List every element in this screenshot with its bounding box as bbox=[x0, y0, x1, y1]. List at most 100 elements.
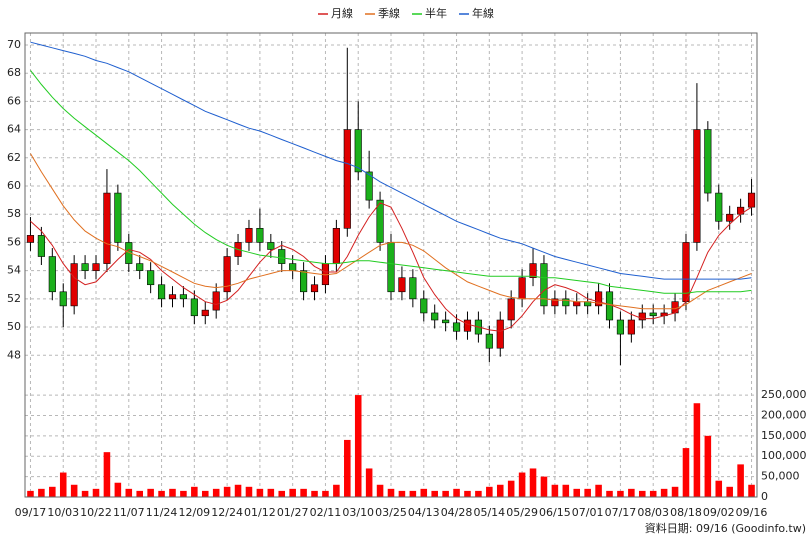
volume-bar bbox=[70, 484, 78, 497]
candle-body bbox=[37, 235, 45, 257]
volume-bar bbox=[147, 488, 154, 497]
volume-bar bbox=[245, 486, 253, 497]
volume-bar bbox=[562, 484, 570, 497]
candle-body bbox=[595, 291, 603, 307]
candle-body bbox=[223, 256, 231, 293]
volume-bar bbox=[475, 490, 482, 497]
candle-body bbox=[278, 249, 286, 264]
candle-body bbox=[693, 129, 701, 243]
x-tick-label: 10/22 bbox=[80, 506, 112, 519]
volume-bar bbox=[617, 490, 624, 497]
volume-bar bbox=[59, 472, 67, 497]
candle-body bbox=[81, 263, 89, 271]
candle-body bbox=[747, 192, 756, 208]
candle-body bbox=[485, 333, 493, 349]
candle-body bbox=[343, 129, 351, 229]
legend-label: 月線 bbox=[331, 6, 353, 20]
volume-bar bbox=[114, 482, 122, 497]
volume-bar bbox=[278, 490, 286, 497]
y-tick-label: 62 bbox=[7, 151, 21, 164]
x-tick-label: 11/07 bbox=[113, 506, 145, 519]
volume-tick-label: 250,000 bbox=[761, 388, 807, 401]
volume-bar bbox=[38, 488, 45, 497]
x-tick-label: 04/28 bbox=[441, 506, 473, 519]
ma-line bbox=[30, 202, 752, 332]
candle-body bbox=[616, 319, 625, 335]
candle-body bbox=[300, 270, 308, 293]
volume-bar bbox=[573, 488, 581, 497]
candle-body bbox=[529, 263, 537, 278]
volume-bar bbox=[234, 484, 242, 497]
x-tick-label: 09/02 bbox=[703, 506, 735, 519]
x-tick-label: 12/24 bbox=[211, 506, 243, 519]
candle-body bbox=[354, 129, 362, 173]
candle-body bbox=[442, 319, 450, 324]
y-tick-label: 48 bbox=[7, 348, 21, 361]
legend: 月線 季線 半年 年線 bbox=[318, 6, 494, 20]
candle-body bbox=[496, 319, 504, 349]
volume-bar bbox=[191, 486, 198, 497]
volume-bar bbox=[639, 490, 646, 497]
candle-body bbox=[92, 263, 100, 271]
candle-body bbox=[103, 192, 111, 264]
volume-tick-label: 0 bbox=[761, 490, 768, 503]
volume-bar bbox=[322, 490, 329, 497]
candle-body bbox=[114, 192, 122, 243]
x-tick-label: 10/03 bbox=[47, 506, 79, 519]
volume-bar bbox=[92, 488, 100, 497]
volume-bar bbox=[453, 488, 460, 497]
volume-bar bbox=[464, 490, 471, 497]
volume-bar bbox=[540, 476, 548, 497]
candle-body bbox=[627, 319, 635, 335]
y-tick-label: 52 bbox=[7, 292, 21, 305]
volume-bar bbox=[671, 486, 679, 497]
volume-tick-label: 100,000 bbox=[761, 449, 807, 462]
candle-body bbox=[562, 298, 570, 307]
volume-bar bbox=[409, 490, 417, 497]
volume-bar bbox=[660, 488, 668, 497]
candle-body bbox=[136, 263, 144, 271]
x-tick-label: 04/13 bbox=[408, 506, 440, 519]
candle-body bbox=[540, 263, 548, 307]
volume-bar bbox=[27, 490, 34, 497]
candle-body bbox=[638, 312, 646, 321]
volume-bar bbox=[595, 484, 602, 497]
y-tick-label: 60 bbox=[7, 179, 21, 192]
x-tick-label: 07/17 bbox=[605, 506, 637, 519]
y-tick-label: 56 bbox=[7, 235, 21, 248]
volume-bar bbox=[311, 490, 318, 497]
volume-bar bbox=[201, 490, 209, 497]
candle-body bbox=[409, 277, 417, 300]
volume-bar bbox=[344, 439, 351, 497]
candle-body bbox=[715, 192, 723, 222]
candle-body bbox=[289, 263, 297, 271]
volume-bar bbox=[529, 468, 537, 497]
source-note: 資料日期: 09/16 (Goodinfo.tw) bbox=[645, 521, 806, 535]
volume-bar bbox=[442, 490, 449, 497]
volume-tick-label: 150,000 bbox=[761, 429, 807, 442]
candle-body bbox=[59, 291, 67, 307]
x-tick-label: 01/27 bbox=[277, 506, 309, 519]
candle-body bbox=[201, 309, 209, 317]
y-tick-label: 68 bbox=[7, 66, 21, 79]
volume-bar bbox=[704, 435, 712, 497]
x-tick-label: 08/18 bbox=[670, 506, 702, 519]
x-tick-label: 01/12 bbox=[244, 506, 276, 519]
volume-bar bbox=[551, 484, 559, 497]
candle-body bbox=[267, 242, 275, 250]
candle-body bbox=[26, 235, 35, 243]
x-tick-label: 09/17 bbox=[15, 506, 47, 519]
candle-body bbox=[256, 228, 264, 243]
candle-body bbox=[452, 322, 461, 332]
candle-body bbox=[179, 294, 187, 300]
y-tick-label: 50 bbox=[7, 320, 21, 333]
candle-body bbox=[726, 213, 734, 222]
candle-body bbox=[376, 199, 384, 243]
candle-body bbox=[168, 294, 177, 300]
candle-body bbox=[245, 228, 253, 243]
volume-bar bbox=[81, 490, 89, 497]
candle-body bbox=[147, 270, 155, 286]
y-tick-label: 70 bbox=[7, 38, 21, 51]
volume-bar bbox=[606, 490, 613, 497]
